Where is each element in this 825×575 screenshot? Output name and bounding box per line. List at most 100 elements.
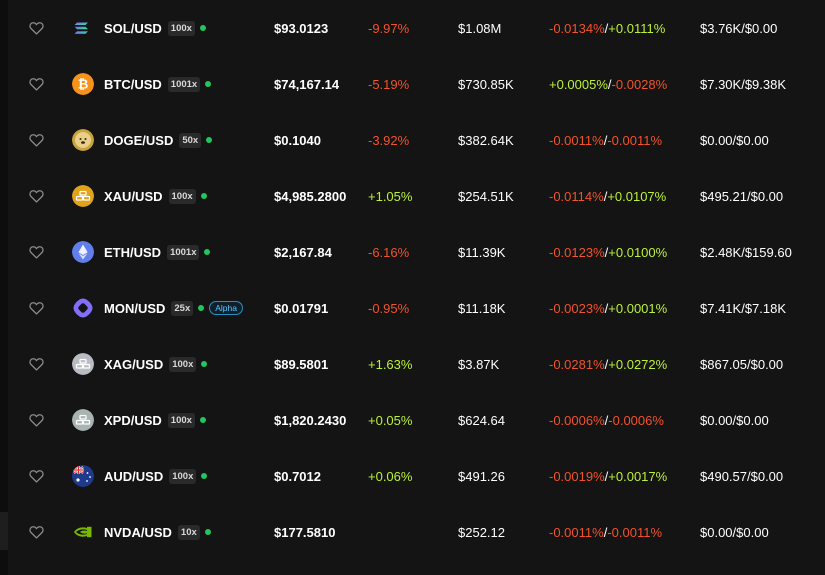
alpha-badge: Alpha: [209, 301, 243, 315]
funding-short: +0.0100%: [608, 244, 668, 260]
funding-separator: /: [603, 524, 608, 540]
leverage-badge: 100x: [167, 412, 195, 428]
price-cell: $0.01791: [274, 300, 329, 316]
market-row-aud[interactable]: AUD/USD 100x $0.7012 +0.06% $491.26 -0.0…: [8, 448, 825, 504]
volume-cell: $1.08M: [458, 20, 502, 36]
funding-short: +0.0111%: [608, 20, 666, 36]
silver-bars-icon: [72, 353, 94, 375]
price-cell: $89.5801: [274, 356, 329, 372]
svg-text:₿: ₿: [78, 78, 89, 93]
leverage-badge: 25x: [171, 300, 194, 316]
heart-icon: [28, 78, 44, 91]
funding-separator: /: [604, 468, 609, 484]
funding-rate-cell: -0.0019% / +0.0017%: [549, 448, 667, 504]
favorite-button[interactable]: [28, 504, 44, 560]
funding-separator: /: [603, 188, 608, 204]
status-online-dot: [199, 417, 206, 423]
favorite-button[interactable]: [28, 168, 44, 224]
market-row-xpd[interactable]: XPD/USD 100x $1,820.2430 +0.05% $624.64 …: [8, 392, 825, 448]
leverage-badge: 100x: [169, 468, 197, 484]
asset-cell[interactable]: XPD/USD 100x: [72, 392, 206, 448]
volume-cell: $3.87K: [458, 356, 500, 372]
asset-symbol: XPD/USD: [104, 412, 162, 428]
volume-cell: $252.12: [458, 524, 505, 540]
funding-separator: /: [604, 412, 609, 428]
left-edge-tab[interactable]: [0, 512, 8, 550]
price-cell: $74,167.14: [274, 76, 340, 92]
change-24h-cell: +1.63%: [368, 356, 413, 372]
asset-cell[interactable]: ETH/USD 1001x: [72, 224, 211, 280]
ethereum-icon: [72, 241, 94, 263]
leverage-badge: 100x: [168, 188, 196, 204]
status-online-dot: [204, 529, 211, 535]
funding-long: -0.0114%: [549, 188, 604, 204]
change-24h-cell: +0.06%: [368, 468, 413, 484]
asset-cell[interactable]: NVDA/USD 10x: [72, 504, 211, 560]
change-24h-cell: +1.05%: [368, 188, 413, 204]
asset-cell[interactable]: ₿ BTC/USD 1001x: [72, 56, 212, 112]
price-cell: $4,985.2800: [274, 188, 347, 204]
status-online-dot: [206, 137, 213, 143]
change-24h-cell: +0.05%: [368, 412, 413, 428]
market-row-xau[interactable]: XAU/USD 100x $4,985.2800 +1.05% $254.51K…: [8, 168, 825, 224]
market-row-eth[interactable]: ETH/USD 1001x $2,167.84 -6.16% $11.39K -…: [8, 224, 825, 280]
volume-cell: $491.26: [458, 468, 505, 484]
open-interest-cell: $2.48K/$159.60: [700, 244, 792, 260]
favorite-button[interactable]: [28, 112, 44, 168]
funding-short: -0.0011%: [607, 132, 662, 148]
open-interest-cell: $490.57/$0.00: [700, 468, 784, 484]
favorite-button[interactable]: [28, 0, 44, 56]
favorite-button[interactable]: [28, 280, 44, 336]
favorite-button[interactable]: [28, 448, 44, 504]
asset-symbol: MON/USD: [104, 300, 166, 316]
market-row-doge[interactable]: DOGE/USD 50x $0.1040 -3.92% $382.64K -0.…: [8, 112, 825, 168]
favorite-button[interactable]: [28, 56, 44, 112]
change-24h-cell: -0.95%: [368, 300, 410, 316]
funding-long: +0.0005%: [549, 76, 608, 92]
market-row-mon[interactable]: MON/USD 25x Alpha $0.01791 -0.95% $11.18…: [8, 280, 825, 336]
market-row-sol[interactable]: SOL/USD 100x $93.0123 -9.97% $1.08M -0.0…: [8, 0, 825, 56]
funding-short: +0.0017%: [608, 468, 668, 484]
open-interest-cell: $0.00/$0.00: [700, 524, 769, 540]
gold-bars-icon: [72, 185, 94, 207]
change-24h-cell: -5.19%: [368, 76, 410, 92]
funding-rate-cell: +0.0005% / -0.0028%: [549, 56, 667, 112]
funding-long: -0.0123%: [549, 244, 605, 260]
leverage-badge: 10x: [177, 524, 200, 540]
funding-separator: /: [604, 300, 609, 316]
funding-separator: /: [604, 244, 609, 260]
market-row-nvda[interactable]: NVDA/USD 10x $177.5810 $252.12 -0.0011% /…: [8, 504, 825, 560]
status-online-dot: [200, 193, 207, 199]
asset-symbol: NVDA/USD: [104, 524, 172, 540]
favorite-button[interactable]: [28, 224, 44, 280]
asset-cell[interactable]: XAU/USD 100x: [72, 168, 207, 224]
funding-rate-cell: -0.0023% / +0.0001%: [549, 280, 667, 336]
open-interest-cell: $7.30K/$9.38K: [700, 76, 787, 92]
asset-symbol: XAG/USD: [104, 356, 164, 372]
funding-rate-cell: -0.0114% / +0.0107%: [549, 168, 666, 224]
asset-symbol: BTC/USD: [104, 76, 162, 92]
heart-icon: [28, 190, 44, 203]
favorite-button[interactable]: [28, 392, 44, 448]
market-row-xag[interactable]: XAG/USD 100x $89.5801 +1.63% $3.87K -0.0…: [8, 336, 825, 392]
price-cell: $0.1040: [274, 132, 321, 148]
asset-cell[interactable]: DOGE/USD 50x: [72, 112, 213, 168]
heart-icon: [28, 134, 44, 147]
price-cell: $0.7012: [274, 468, 321, 484]
leverage-badge: 1001x: [167, 244, 200, 260]
change-24h-cell: -3.92%: [368, 132, 410, 148]
monad-icon: [72, 297, 94, 319]
asset-cell[interactable]: SOL/USD 100x: [72, 0, 206, 56]
australia-flag-icon: [72, 465, 94, 487]
status-online-dot: [201, 473, 208, 479]
asset-cell[interactable]: XAG/USD 100x: [72, 336, 208, 392]
market-row-btc[interactable]: ₿ BTC/USD 1001x $74,167.14 -5.19% $730.8…: [8, 56, 825, 112]
favorite-button[interactable]: [28, 336, 44, 392]
asset-symbol: ETH/USD: [104, 244, 162, 260]
asset-cell[interactable]: AUD/USD 100x: [72, 448, 208, 504]
funding-long: -0.0134%: [549, 20, 605, 36]
asset-cell[interactable]: MON/USD 25x Alpha: [72, 280, 243, 336]
funding-short: -0.0006%: [608, 412, 664, 428]
funding-rate-cell: -0.0011% / -0.0011%: [549, 504, 662, 560]
funding-rate-cell: -0.0006% / -0.0006%: [549, 392, 664, 448]
